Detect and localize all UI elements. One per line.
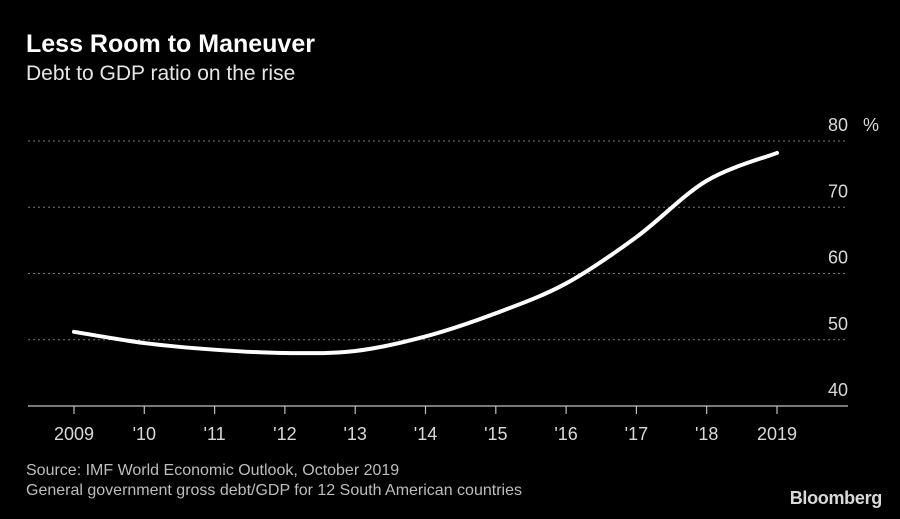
source-line: Source: IMF World Economic Outlook, Octo… bbox=[26, 462, 400, 479]
source-note: Source: IMF World Economic Outlook, Octo… bbox=[26, 461, 522, 501]
x-tick-label: '17 bbox=[625, 424, 648, 444]
y-unit-label: % bbox=[863, 115, 879, 135]
x-tick-label: 2009 bbox=[54, 424, 94, 444]
chart-title: Less Room to Maneuver bbox=[26, 30, 315, 58]
y-tick-label: 40 bbox=[828, 380, 848, 400]
y-tick-label: 60 bbox=[828, 248, 848, 268]
x-tick-label: '15 bbox=[484, 424, 507, 444]
series-line bbox=[72, 150, 779, 356]
x-tick-label: '18 bbox=[695, 424, 718, 444]
source-detail-line: General government gross debt/GDP for 12… bbox=[26, 482, 522, 499]
bloomberg-logo: Bloomberg bbox=[789, 488, 883, 508]
x-tick-label: '10 bbox=[133, 424, 156, 444]
y-tick-label: 80 bbox=[828, 115, 848, 135]
y-tick-label: 70 bbox=[828, 181, 848, 201]
x-tick-label: '12 bbox=[273, 424, 296, 444]
x-tick-label: '11 bbox=[204, 424, 226, 444]
y-tick-label: 50 bbox=[828, 314, 848, 334]
x-tick-label: 2019 bbox=[757, 424, 797, 444]
x-tick-label: '14 bbox=[414, 424, 437, 444]
x-tick-label: '16 bbox=[554, 424, 577, 444]
x-tick-label: '13 bbox=[343, 424, 366, 444]
chart-subtitle: Debt to GDP ratio on the rise bbox=[26, 62, 296, 85]
